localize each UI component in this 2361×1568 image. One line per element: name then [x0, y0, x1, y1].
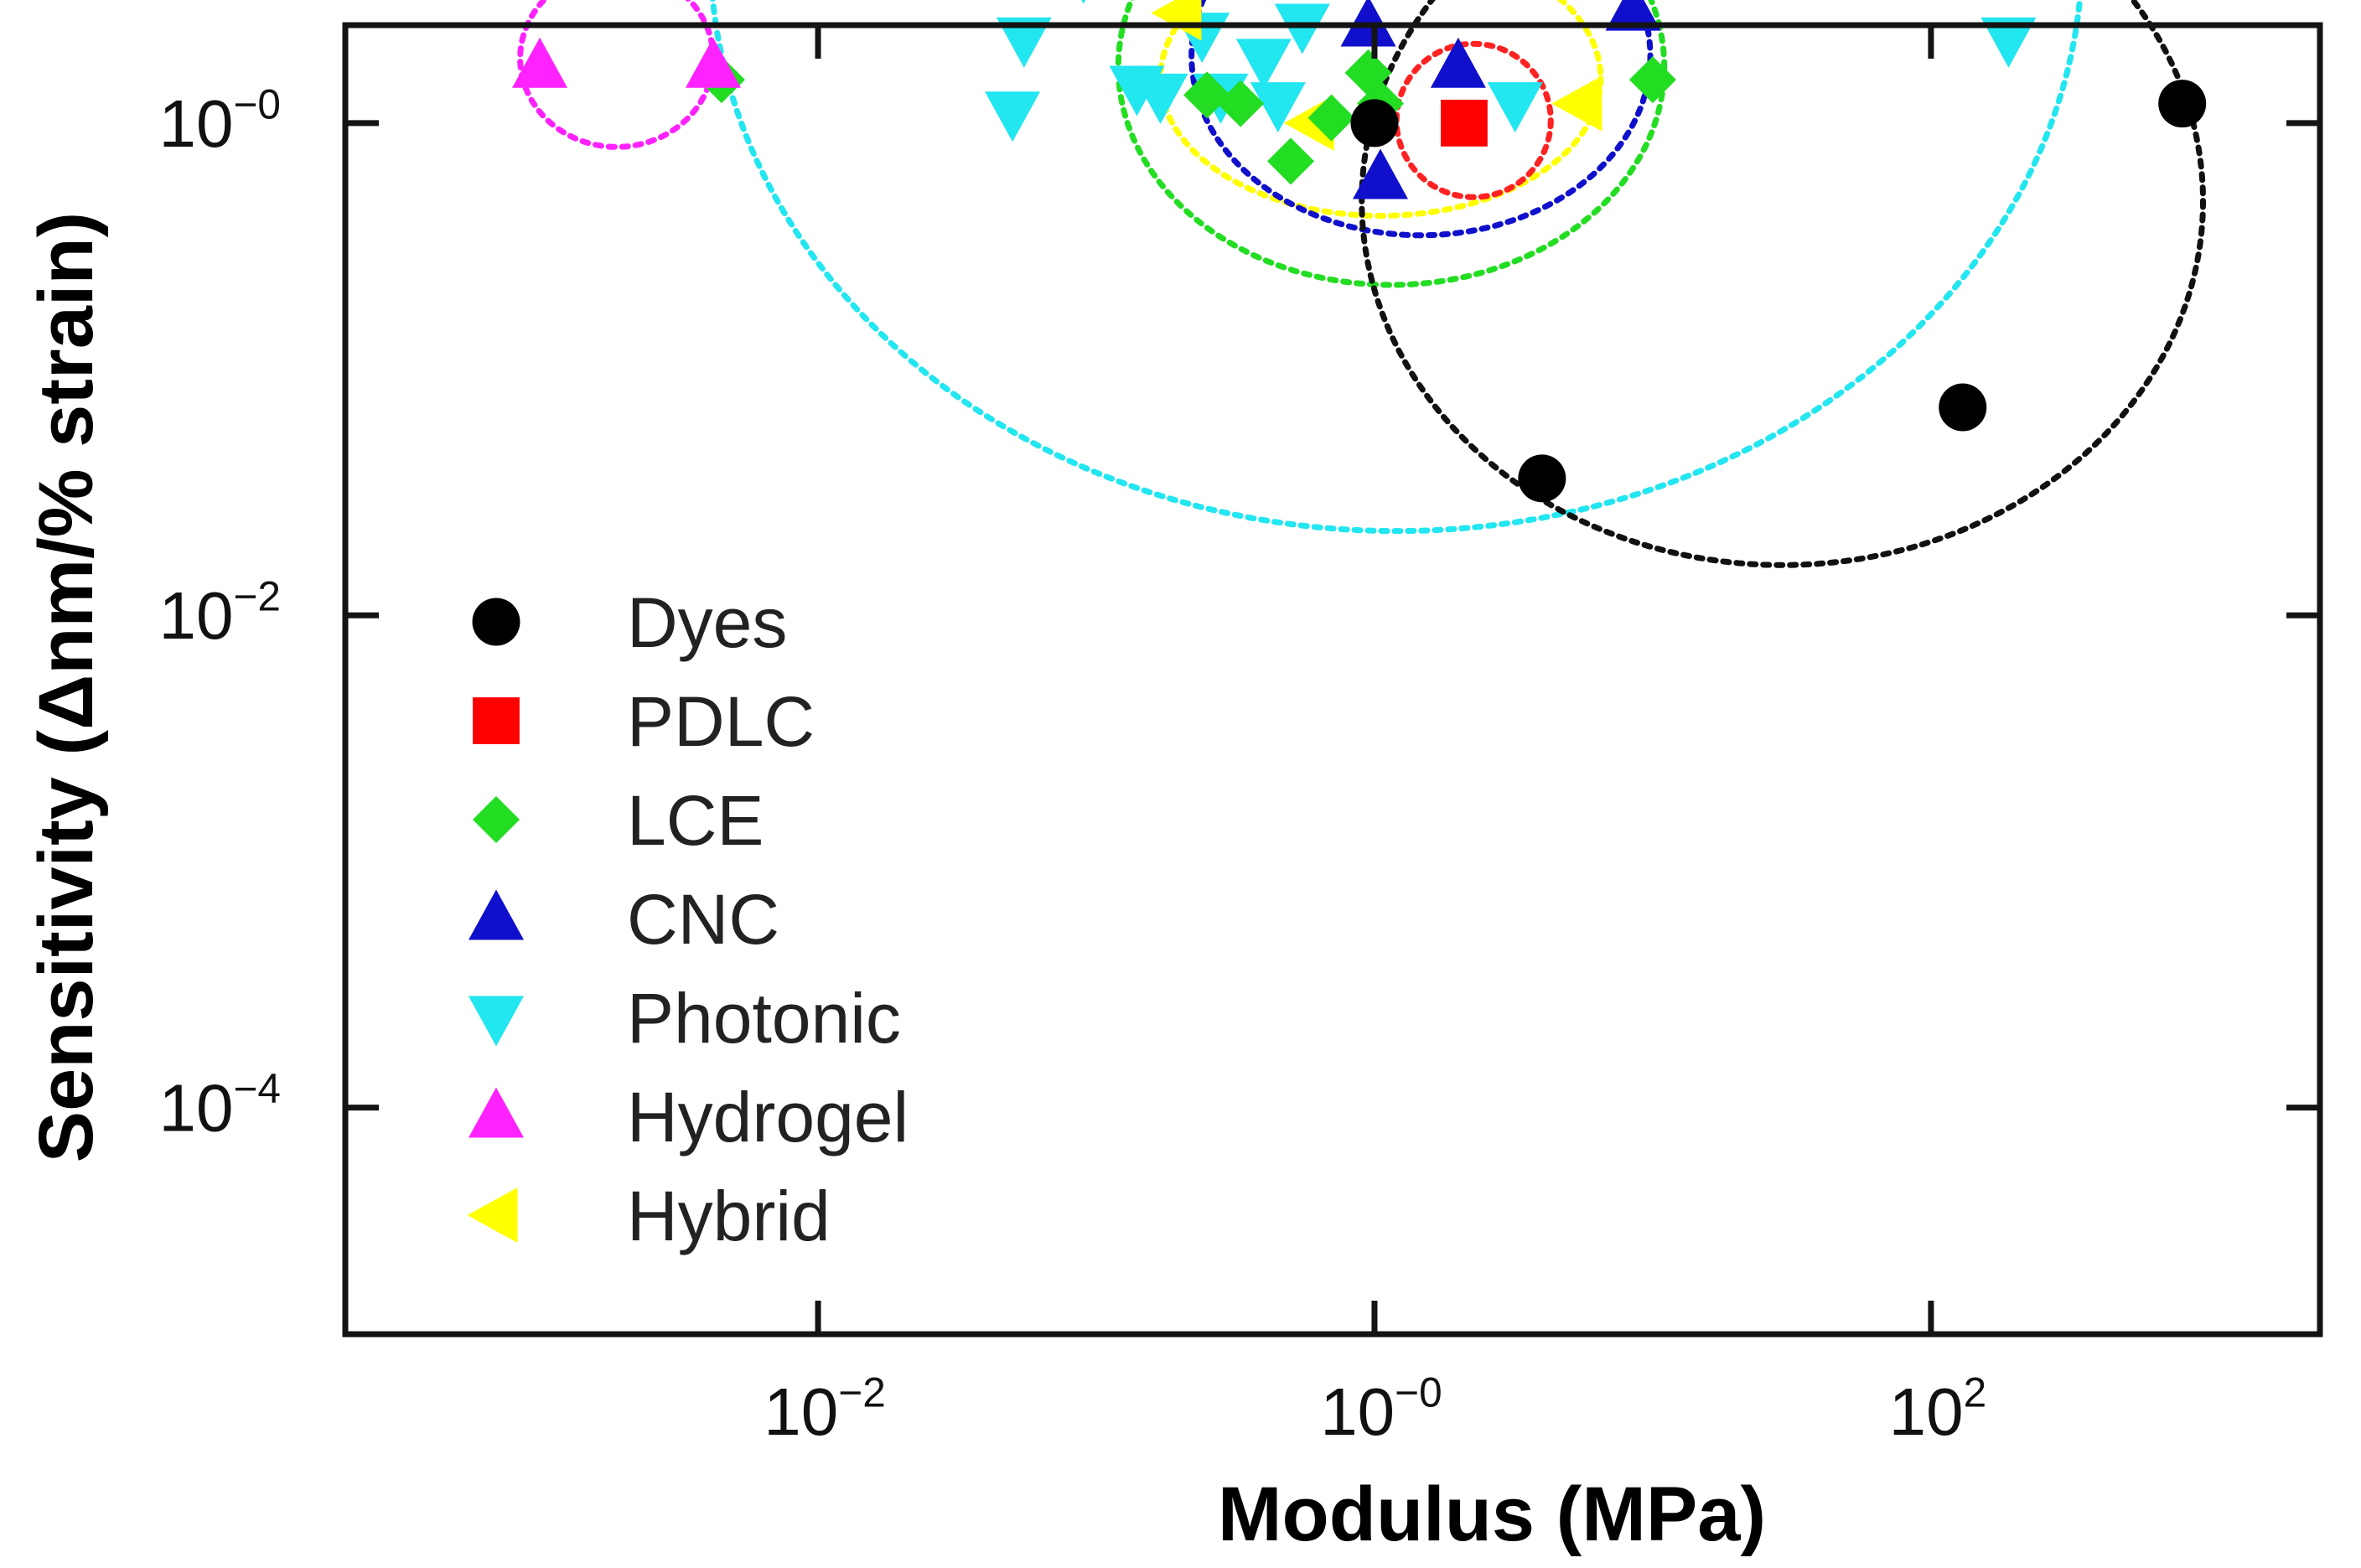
point-dyes	[2158, 80, 2207, 128]
axes	[342, 22, 2323, 1338]
y-tick-label: 10−0	[158, 80, 281, 161]
legend-label-photonic: Photonic	[627, 979, 901, 1058]
legend-marker-pdlc	[473, 697, 520, 744]
point-dyes	[1939, 383, 1987, 432]
point-cnc	[1430, 37, 1486, 88]
point-cnc	[1353, 148, 1409, 199]
legend-marker-dyes	[472, 598, 520, 646]
legend-label-hybrid: Hybrid	[627, 1177, 831, 1255]
legend-marker-hybrid	[467, 1188, 518, 1243]
legend-label-lce: LCE	[627, 781, 764, 860]
point-dyes	[1350, 99, 1399, 147]
point-hybrid	[1551, 75, 1602, 132]
legend-marker-cnc	[469, 889, 524, 940]
legend-label-cnc: CNC	[627, 880, 779, 959]
legend-label-pdlc: PDLC	[627, 682, 815, 761]
ellipse-lce	[1115, 0, 1668, 288]
point-photonic	[985, 91, 1041, 142]
point-dyes	[1518, 454, 1566, 503]
legend-marker-hydrogel	[469, 1087, 524, 1138]
legend-label-hydrogel: Hydrogel	[627, 1078, 909, 1157]
point-photonic	[1132, 73, 1188, 124]
x-tick-label: 102	[1889, 1369, 1987, 1449]
point-photonic	[996, 17, 1052, 68]
data-points	[512, 0, 2207, 503]
x-tick-label: 10−2	[764, 1369, 886, 1449]
point-photonic	[1980, 17, 2037, 68]
point-lce	[1628, 56, 1676, 104]
point-photonic	[1235, 39, 1292, 90]
legend-marker-lce	[473, 796, 520, 843]
point-lce	[1267, 137, 1315, 185]
y-tick-label: 10−2	[158, 573, 281, 654]
point-photonic	[1081, 0, 1086, 4]
x-axis-title: Modulus (MPa)	[1218, 1472, 1766, 1557]
x-tick-label: 10−0	[1320, 1369, 1442, 1449]
point-hybrid	[1151, 0, 1202, 41]
legend: Dyes PDLC LCE CNC Photonic Hydrogel Hybrid	[467, 583, 909, 1255]
legend-marker-photonic	[469, 996, 524, 1047]
point-photonic	[1487, 82, 1543, 133]
legend-label-dyes: Dyes	[627, 583, 787, 662]
y-tick-label: 10−4	[158, 1065, 281, 1146]
point-photonic	[1250, 82, 1306, 133]
ellipse-cnc	[1188, 0, 1654, 239]
point-hydrogel	[685, 37, 741, 88]
ellipse-photonic	[710, 0, 2083, 534]
point-lce	[1307, 94, 1355, 142]
y-axis-title: Sensitivity (Δnm/% strain)	[23, 212, 109, 1163]
point-lce	[1217, 80, 1265, 127]
point-lce	[1183, 71, 1231, 119]
plot-frame	[342, 22, 2323, 1338]
point-hydrogel	[512, 37, 568, 88]
ellipse-dyes	[1359, 0, 2206, 568]
point-pdlc	[1441, 99, 1488, 147]
point-photonic	[1274, 3, 1330, 54]
